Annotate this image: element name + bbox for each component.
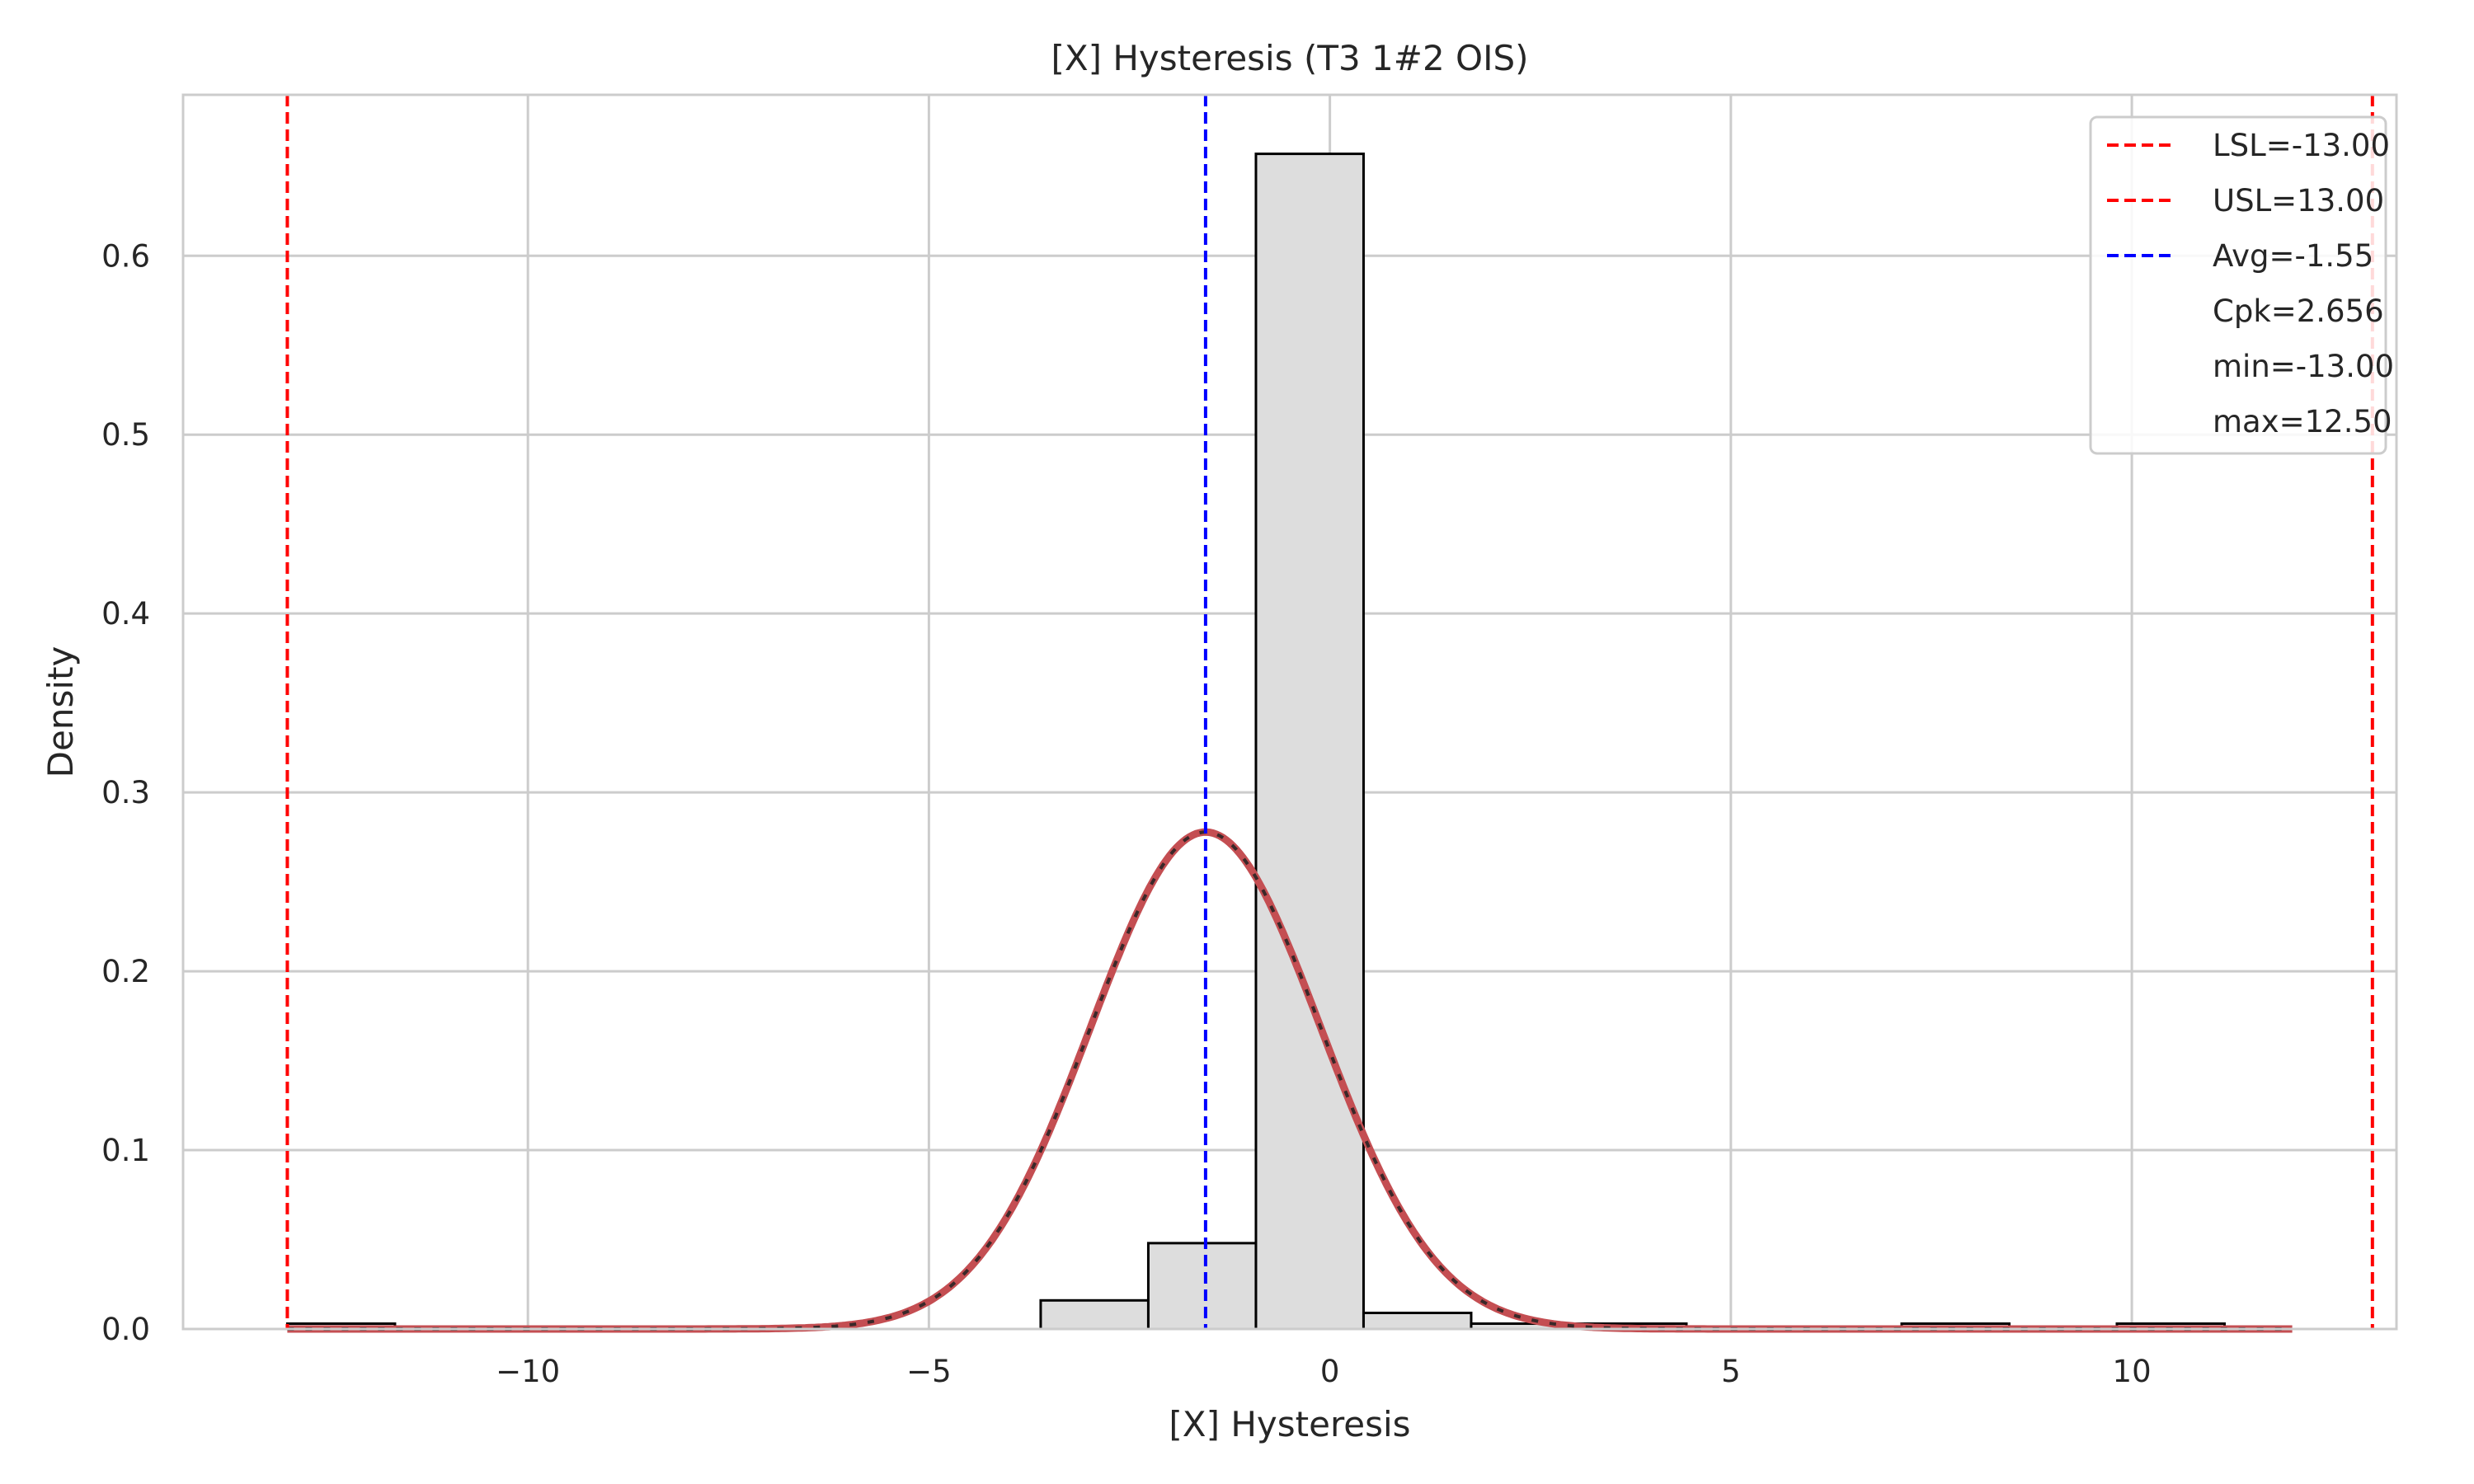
x-axis-ticks: −10 −5 0 5 10 [496,1354,2152,1389]
histogram-bar [1146,1242,1258,1331]
x-tick-label: 5 [1721,1354,1741,1389]
x-tick-label: 10 [2113,1354,2152,1389]
x-tick-label: −5 [906,1354,952,1389]
y-tick-label: 0.4 [101,596,150,632]
legend-box [2089,115,2387,455]
legend-entry-label: Avg=-1.55 [2213,238,2373,274]
legend-entry-label: USL=13.00 [2213,183,2384,218]
y-axis-label: Density [40,646,81,778]
legend-entry-label: max=12.50 [2213,404,2392,439]
y-tick-label: 0.6 [101,238,150,274]
x-tick-label: −10 [496,1354,560,1389]
x-tick-label: 0 [1320,1354,1340,1389]
y-axis-ticks: 0.0 0.1 0.2 0.3 0.4 0.5 0.6 [101,238,150,1347]
chart-title: [X] Hysteresis (T3 1#2 OIS) [1051,38,1528,78]
y-tick-label: 0.1 [101,1133,150,1168]
x-axis-label: [X] Hysteresis [1169,1404,1410,1444]
histogram-bar [1362,1311,1473,1331]
y-tick-label: 0.3 [101,775,150,810]
histogram-bar [1039,1298,1150,1331]
legend: LSL=-13.00 USL=13.00 Avg=-1.55 Cpk=2.656 min… [2089,115,2394,455]
histogram-bar [1254,153,1365,1331]
plot-frame [181,93,2398,1331]
y-tick-label: 0.0 [101,1312,150,1347]
y-tick-label: 0.5 [101,417,150,453]
y-tick-label: 0.2 [101,954,150,989]
legend-entry-label: Cpk=2.656 [2213,294,2384,329]
reference-lines [285,95,2374,1329]
legend-entry-label: LSL=-13.00 [2213,128,2390,163]
legend-entry-label: min=-13.00 [2213,349,2394,384]
